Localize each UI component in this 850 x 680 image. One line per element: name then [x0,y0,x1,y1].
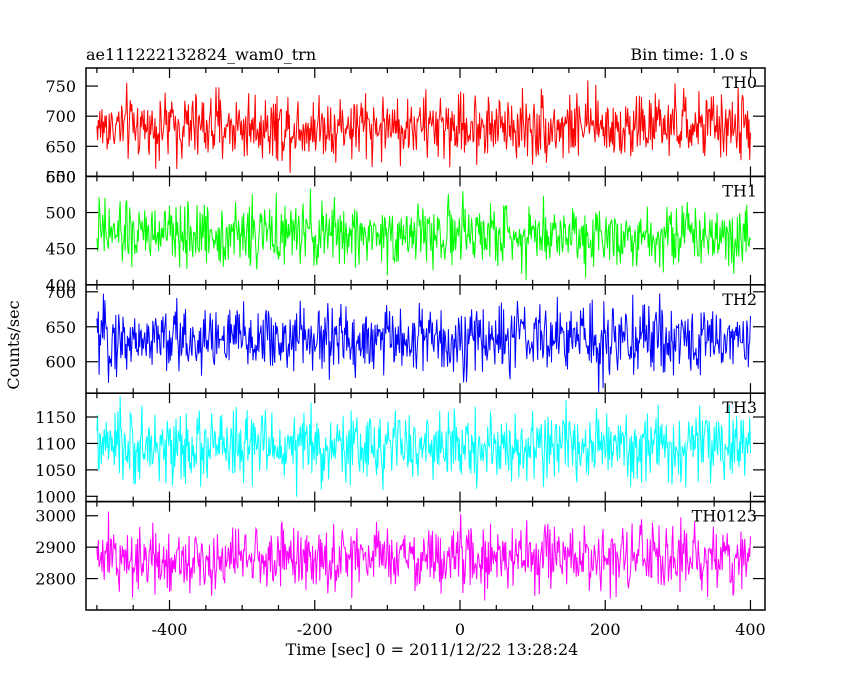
y-tick-label: 3000 [35,507,76,526]
series-line-th0123 [96,511,751,601]
y-tick-label: 750 [45,77,76,96]
y-tick-label: 700 [45,283,76,302]
panel-frame [85,500,766,611]
y-tick-label: 700 [45,107,76,126]
y-tick-label: 650 [45,137,76,156]
y-tick-label: 1100 [35,434,76,453]
x-tick-label: -200 [297,620,333,639]
y-tick-label: 400 [45,276,76,295]
plot-title-left: ae111222132824_wam0_trn [86,45,316,64]
y-axis-label: Counts/sec [4,300,23,389]
x-tick-label: -400 [152,620,188,639]
series-line-th1 [96,188,751,281]
y-tick-label: 1050 [35,461,76,480]
y-tick-label: 600 [45,167,76,186]
x-tick-label: 200 [590,620,621,639]
y-tick-label: 1150 [35,408,76,427]
plot-title-right: Bin time: 1.0 s [630,45,748,64]
series-line-th0 [96,80,751,173]
series-label-th1: TH1 [722,181,757,200]
x-tick-label: 400 [735,620,766,639]
panels-group: 600 650 700 750 TH0 400 450 500 550 TH1 600 650 700 T… [35,67,766,611]
y-tick-label: 550 [45,167,76,186]
panel-th0123: 2800 2900 3000 TH0123 [35,500,766,611]
series-label-th0: TH0 [722,73,757,92]
x-tick-label: 0 [455,620,465,639]
y-tick-label: 500 [45,204,76,223]
panel-th1: 400 450 500 550 TH1 [45,167,766,295]
y-tick-label: 450 [45,240,76,259]
series-line-th2 [96,293,751,394]
series-line-th3 [96,396,751,497]
y-tick-label: 2900 [35,538,76,557]
series-label-th3: TH3 [722,398,757,417]
y-tick-label: 2800 [35,570,76,589]
panel-th2: 600 650 700 TH2 [45,283,766,394]
y-tick-label: 600 [45,353,76,372]
panel-th3: 1000 1050 1100 1150 TH3 [35,392,766,506]
series-label-th0123: TH0123 [692,507,757,526]
y-tick-label: 650 [45,318,76,337]
series-label-th2: TH2 [722,290,757,309]
y-tick-label: 1000 [35,487,76,506]
panel-th0: 600 650 700 750 TH0 [45,67,766,186]
x-axis: -400 -200 0 200 400 [96,68,766,639]
x-axis-label: Time [sec] 0 = 2011/12/22 13:28:24 [286,640,579,659]
